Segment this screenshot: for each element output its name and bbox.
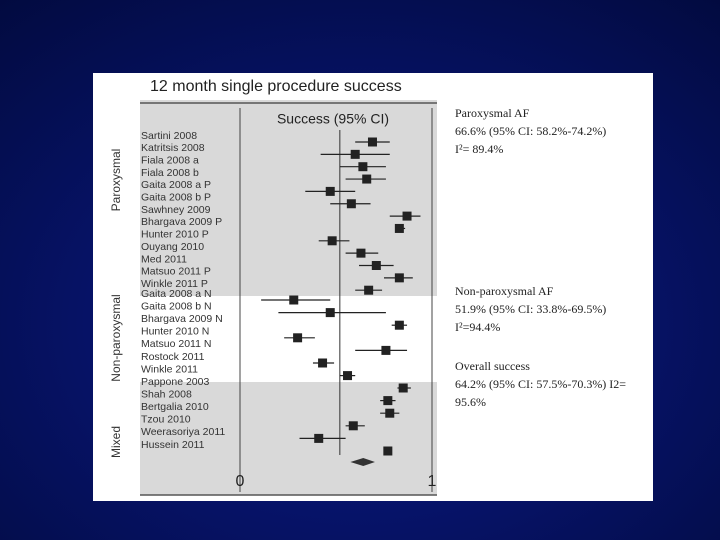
study-estimate [398,383,408,393]
study-name: Sawhney 2009 [141,204,211,216]
study-name: Winkle 2011 [141,363,198,375]
study-name: Matsuo 2011 N [141,338,211,350]
study-name: Ouyang 2010 [141,241,204,253]
study-name: Winkle 2011 P [141,278,208,290]
study-name: Rostock 2011 [141,351,205,363]
chart-title: 12 month single procedure success [150,78,402,95]
study-estimate [402,211,412,221]
annotation-text: Overall success [455,359,530,373]
study-name: Bhargava 2009 N [141,313,223,325]
study-name: Sartini 2008 [141,130,197,142]
study-name: Matsuo 2011 P [141,266,211,278]
study-estimate [346,199,356,209]
study-estimate [325,308,335,318]
overall-diamond [350,458,375,466]
study-name: Katritsis 2008 [141,142,205,154]
study-name: Gaita 2008 b N [141,300,212,312]
study-name: Fiala 2008 a [141,154,199,166]
study-estimate [394,223,404,233]
x-tick-label: 0 [236,473,245,490]
study-name: Hunter 2010 N [141,326,209,338]
study-estimate [383,446,393,456]
study-estimate [394,320,404,330]
study-estimate [394,273,404,283]
study-estimate [362,174,372,184]
annotation-text: 95.6% [455,395,486,409]
study-name: Bertgalia 2010 [141,401,209,413]
study-estimate [356,248,366,258]
study-name: Pappone 2003 [141,376,209,388]
study-name: Tzou 2010 [141,414,191,426]
study-estimate [350,149,360,159]
annotation-text: Paroxysmal AF [455,106,530,120]
study-estimate [383,396,393,406]
annotation-text: I²= 89.4% [455,142,503,156]
study-estimate [385,408,395,418]
annotation-text: Non-paroxysmal AF [455,284,554,298]
annotation-text: 64.2% (95% CI: 57.5%-70.3%) I2= [455,377,626,391]
study-name: Fiala 2008 b [141,167,199,179]
study-estimate [293,333,303,343]
study-estimate [367,137,377,147]
group-label: Paroxysmal [109,149,123,212]
study-estimate [381,345,391,355]
column-header: Success (95% CI) [277,111,389,127]
annotation-text: I²=94.4% [455,320,500,334]
group-label: Mixed [109,426,123,458]
annotation-text: 51.9% (95% CI: 33.8%-69.5%) [455,302,606,316]
x-tick-label: 1 [428,473,437,490]
study-estimate [314,433,324,443]
study-estimate [348,421,358,431]
study-estimate [358,162,368,172]
group-band [140,100,437,296]
group-label: Non-paroxysmal [109,294,123,381]
study-name: Gaita 2008 a N [141,288,212,300]
annotation-text: 66.6% (95% CI: 58.2%-74.2%) [455,124,606,138]
study-estimate [371,261,381,270]
study-name: Bhargava 2009 P [141,216,222,228]
study-name: Hunter 2010 P [141,229,209,241]
study-estimate [318,358,328,368]
study-name: Med 2011 [141,253,187,265]
study-name: Hussein 2011 [141,439,205,451]
study-name: Gaita 2008 a P [141,179,211,191]
study-name: Shah 2008 [141,388,192,400]
study-name: Gaita 2008 b P [141,192,211,204]
study-estimate [289,295,299,305]
study-estimate [327,236,337,246]
study-estimate [364,285,374,295]
study-estimate [343,371,353,381]
study-name: Weerasoriya 2011 [141,426,225,438]
study-estimate [325,186,335,196]
